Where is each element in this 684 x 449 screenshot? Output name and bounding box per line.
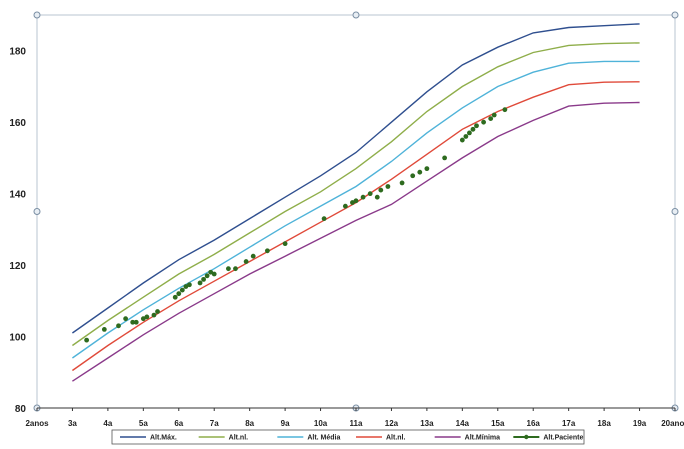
x-tick-label: 6a bbox=[174, 419, 183, 428]
series-line-2 bbox=[71, 60, 640, 359]
x-tick-label: 19a bbox=[633, 419, 647, 428]
patient-data-point bbox=[204, 273, 210, 279]
patient-data-point bbox=[282, 241, 288, 247]
patient-data-point bbox=[463, 134, 469, 139]
patient-data-point bbox=[123, 316, 129, 322]
x-tick-label: 20anos bbox=[661, 419, 684, 428]
patient-data-point bbox=[101, 327, 107, 332]
legend: Alt.Máx. Alt.nl. Alt. Média Alt.nl. Alt.Míni… bbox=[111, 429, 585, 445]
x-tick-label: 15a bbox=[491, 419, 505, 428]
x-tick-label: 4a bbox=[103, 419, 112, 428]
patient-data-point bbox=[378, 187, 384, 193]
y-tick-label: 140 bbox=[9, 190, 26, 201]
x-tick-label: 9a bbox=[281, 419, 290, 428]
patient-data-point bbox=[474, 123, 479, 129]
y-tick-label: 120 bbox=[9, 261, 26, 272]
patient-data-point bbox=[350, 200, 355, 205]
patient-points bbox=[84, 107, 508, 343]
patient-data-point bbox=[172, 294, 178, 300]
x-tick-label: 7a bbox=[210, 419, 219, 428]
patient-data-point bbox=[144, 314, 150, 320]
patient-data-point bbox=[353, 198, 359, 204]
series-line-0 bbox=[71, 23, 640, 334]
patient-data-point bbox=[84, 337, 90, 343]
patient-data-point bbox=[424, 166, 430, 172]
x-tick-label: 16a bbox=[527, 419, 541, 428]
series-line-4 bbox=[72, 101, 640, 382]
patient-data-point bbox=[467, 130, 472, 136]
patient-data-point bbox=[116, 323, 121, 329]
patient-data-point bbox=[470, 126, 476, 132]
patient-data-point bbox=[250, 253, 256, 259]
patient-data-point bbox=[360, 194, 366, 200]
x-tick-label: 5a bbox=[139, 419, 148, 428]
legend-label-1: Alt.nl. bbox=[229, 435, 248, 442]
patient-data-point bbox=[491, 112, 497, 118]
patient-data-point bbox=[226, 266, 231, 272]
patient-data-point bbox=[208, 269, 214, 275]
patient-data-point bbox=[264, 248, 270, 254]
x-tick-label: 11a bbox=[350, 419, 363, 428]
legend-label-4: Alt.Mínima bbox=[465, 435, 500, 442]
patient-data-point bbox=[374, 194, 380, 200]
x-tick-label: 2anos bbox=[25, 419, 49, 428]
resize-handle[interactable] bbox=[352, 11, 360, 19]
patient-data-point bbox=[197, 280, 203, 286]
y-tick-label: 180 bbox=[9, 47, 26, 58]
patient-data-point bbox=[385, 184, 391, 189]
patient-data-point bbox=[130, 319, 136, 325]
resize-handle[interactable] bbox=[33, 208, 41, 215]
patient-data-point bbox=[502, 107, 508, 113]
patient-data-point bbox=[176, 291, 182, 297]
x-tick-label: 17a bbox=[562, 419, 576, 428]
y-axis-ticks: 80 100 120 140 160 180 bbox=[9, 47, 26, 415]
patient-data-point bbox=[488, 116, 494, 122]
legend-label-2: Alt. Média bbox=[307, 435, 340, 442]
patient-data-point bbox=[342, 203, 348, 209]
x-tick-label: 18a bbox=[597, 419, 611, 428]
y-tick-label: 160 bbox=[9, 118, 26, 129]
patient-data-point bbox=[367, 191, 373, 197]
y-tick-label: 100 bbox=[9, 333, 26, 344]
patient-data-point bbox=[459, 137, 465, 143]
x-tick-label: 12a bbox=[385, 419, 399, 428]
patient-data-point bbox=[321, 216, 327, 222]
x-tick-label: 13a bbox=[420, 419, 434, 428]
x-tick-label: 10a bbox=[314, 419, 328, 428]
patient-data-point bbox=[201, 276, 206, 282]
y-tick-label: 80 bbox=[15, 404, 27, 415]
patient-data-point bbox=[179, 287, 185, 293]
series-lines bbox=[71, 23, 640, 382]
patient-data-point bbox=[399, 180, 405, 186]
patient-data-point bbox=[243, 259, 249, 264]
patient-data-point bbox=[140, 316, 146, 322]
x-tick-label: 3a bbox=[68, 419, 77, 428]
legend-marker bbox=[524, 434, 529, 440]
patient-data-point bbox=[211, 271, 217, 277]
patient-data-point bbox=[183, 284, 189, 289]
patient-data-point bbox=[410, 173, 416, 179]
legend-label-0: Alt.Máx. bbox=[150, 435, 177, 442]
resize-handle[interactable] bbox=[671, 11, 679, 19]
patient-data-point bbox=[155, 309, 160, 314]
x-axis-ticks: 2anos 3a 4a 5a 6a 7a 8a 9a 10a 11a 12a 13a 14a 15a 16a… bbox=[25, 408, 684, 428]
resize-handle[interactable] bbox=[671, 208, 679, 215]
patient-data-point bbox=[187, 282, 192, 288]
series-line-1 bbox=[71, 42, 640, 347]
patient-data-point bbox=[133, 319, 139, 325]
legend-label-3: Alt.nl. bbox=[386, 435, 405, 442]
patient-data-point bbox=[417, 169, 423, 175]
legend-label-5: Alt.Paciente bbox=[543, 435, 583, 442]
legend-box bbox=[111, 429, 585, 445]
patient-data-point bbox=[151, 312, 157, 318]
resize-handle[interactable] bbox=[33, 11, 41, 19]
patient-data-point bbox=[233, 266, 238, 272]
patient-data-point bbox=[442, 155, 448, 161]
x-tick-label: 14a bbox=[456, 419, 470, 428]
patient-data-point bbox=[481, 119, 486, 125]
x-tick-label: 8a bbox=[245, 419, 254, 428]
